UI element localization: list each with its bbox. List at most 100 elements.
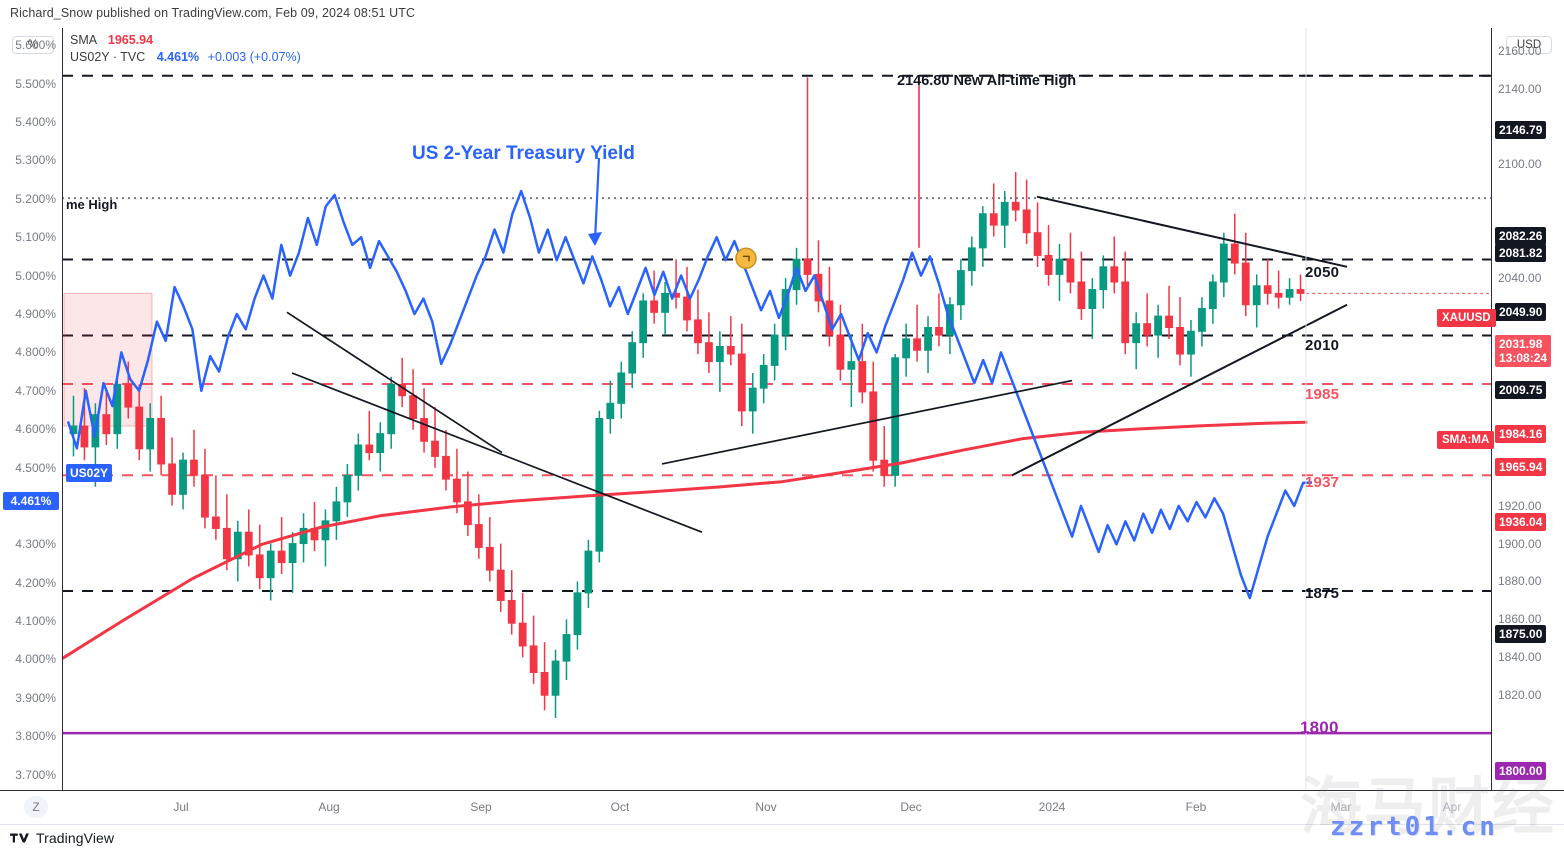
candle-body — [902, 338, 911, 359]
candle-body — [1285, 289, 1294, 298]
candle-body — [540, 671, 549, 696]
candle-body — [1230, 243, 1239, 264]
level-1985-tag: 1984.16 — [1495, 425, 1547, 443]
candle-body — [584, 550, 593, 594]
us02y-series-chip[interactable]: US02Y — [66, 464, 113, 482]
candle-body — [102, 414, 111, 435]
right-axis-tick: 2160.00 — [1498, 43, 1542, 58]
candle-body — [453, 478, 461, 503]
candle-body — [606, 402, 615, 419]
right-axis-tick: 1880.00 — [1498, 574, 1542, 589]
last-price-countdown: 13:08:24 — [1499, 351, 1548, 365]
dotted-high2-tag: 2081.82 — [1495, 244, 1547, 262]
candle-body — [474, 524, 483, 548]
watermark-chinese: 海马财经 — [1300, 770, 1557, 843]
left-axis-tick: 5.300% — [15, 153, 56, 168]
watermark-url: zzrt01.cn — [1330, 812, 1498, 842]
xauusd-series-chip[interactable]: XAUUSD — [1437, 309, 1496, 327]
right-axis-tick: 1900.00 — [1498, 536, 1542, 551]
candle-body — [935, 326, 943, 336]
candle-body — [715, 345, 724, 363]
candle-body — [1121, 281, 1130, 344]
candle-body — [967, 247, 976, 272]
annotation-arrow-head — [588, 232, 602, 246]
candle-body — [1044, 254, 1053, 275]
right-price-axis[interactable]: USD 2160.002140.002120.002100.002060.002… — [1491, 28, 1564, 790]
left-axis-tick: 4.200% — [15, 575, 56, 590]
time-axis-tick: Aug — [318, 800, 340, 814]
trendline — [286, 311, 503, 454]
left-axis-tick: 4.300% — [15, 537, 56, 552]
candle-body — [913, 338, 921, 351]
chart-legend[interactable]: SMA 1965.94 US02Y · TVC 4.461% +0.003 (+… — [70, 32, 301, 66]
chart-plot-area[interactable] — [62, 28, 1491, 790]
left-axis-tick: 5.000% — [15, 268, 56, 283]
time-axis-tick: Apr — [1442, 800, 1462, 814]
candle-body — [431, 440, 439, 457]
time-axis-tick: Mar — [1330, 800, 1352, 814]
candle-body — [847, 361, 856, 370]
all-time-high-annotation: 2146.80 New All-time High — [897, 73, 1077, 89]
candle-body — [1132, 323, 1141, 344]
right-axis-tick: 1920.00 — [1498, 498, 1542, 513]
candle-body — [266, 550, 275, 579]
highlight-box — [63, 292, 153, 427]
left-price-axis[interactable]: % 5.600% 5.500% 5.400% 5.300% 5.200% 5.100% 5.… — [0, 28, 63, 790]
candle-body — [1011, 201, 1020, 211]
candle-body — [354, 444, 363, 476]
candle-body — [551, 660, 560, 696]
candle-body — [409, 395, 418, 419]
left-axis-tick: 5.100% — [15, 230, 56, 245]
candle-body — [1077, 281, 1086, 310]
candle-body — [617, 372, 626, 404]
time-axis-tick: Sep — [470, 800, 492, 814]
tradingview-wordmark: TradingView — [36, 830, 115, 846]
candle-body — [343, 474, 352, 503]
candle-body — [299, 527, 308, 545]
support-2010-tag: 2009.75 — [1495, 381, 1547, 399]
candle-body — [157, 417, 166, 465]
candle-body — [1187, 330, 1195, 355]
right-axis-tick: 2100.00 — [1498, 157, 1542, 172]
legend-row-sma[interactable]: SMA 1965.94 — [70, 32, 301, 49]
level-caption-2010: 2010 — [1305, 337, 1340, 354]
candle-body — [113, 383, 122, 435]
zoom-reset-button[interactable]: Z — [24, 796, 48, 818]
trendline — [291, 372, 703, 534]
resistance-2050-tag: 2049.90 — [1495, 303, 1547, 321]
candle-body — [978, 213, 987, 249]
right-axis-unit[interactable]: USD — [1506, 36, 1552, 54]
right-axis-tick: 1860.00 — [1498, 612, 1542, 627]
left-axis-tick: 4.700% — [15, 383, 56, 398]
candle-body — [595, 417, 604, 552]
candle-body — [748, 387, 757, 412]
candle-body — [463, 501, 472, 526]
candle-body — [201, 474, 209, 518]
candle-body — [518, 622, 527, 647]
candle-body — [190, 459, 198, 476]
candle-body — [1296, 289, 1305, 294]
candle-body — [1263, 285, 1272, 294]
candle-body — [507, 599, 516, 624]
candle-body — [705, 342, 713, 363]
candle-body — [365, 444, 374, 454]
annotation-arrow-line — [593, 157, 601, 241]
candle-body — [1176, 326, 1184, 355]
candle-body — [1241, 262, 1250, 306]
candle-body — [387, 383, 396, 435]
time-axis[interactable]: Z Jul Aug Sep Oct Nov Dec 2024 Feb Mar Apr — [0, 790, 1564, 825]
left-axis-unit[interactable]: % — [12, 36, 54, 54]
time-axis-tick: 2024 — [1038, 800, 1066, 814]
candle-body — [1208, 281, 1217, 310]
sma-series-chip[interactable]: SMA:MA — [1437, 431, 1495, 449]
publisher-byline: Richard_Snow published on TradingView.co… — [10, 6, 416, 20]
legend-row-symbol[interactable]: US02Y · TVC 4.461% +0.003 (+0.07%) — [70, 49, 301, 66]
candle-body — [485, 546, 494, 571]
candle-body — [1055, 258, 1064, 275]
left-axis-tick: 5.200% — [15, 191, 56, 206]
time-axis-tick: Nov — [755, 800, 777, 814]
candle-body — [1066, 258, 1075, 283]
candle-body — [803, 258, 812, 275]
candle-body — [639, 300, 648, 344]
candle-body — [1252, 285, 1261, 306]
